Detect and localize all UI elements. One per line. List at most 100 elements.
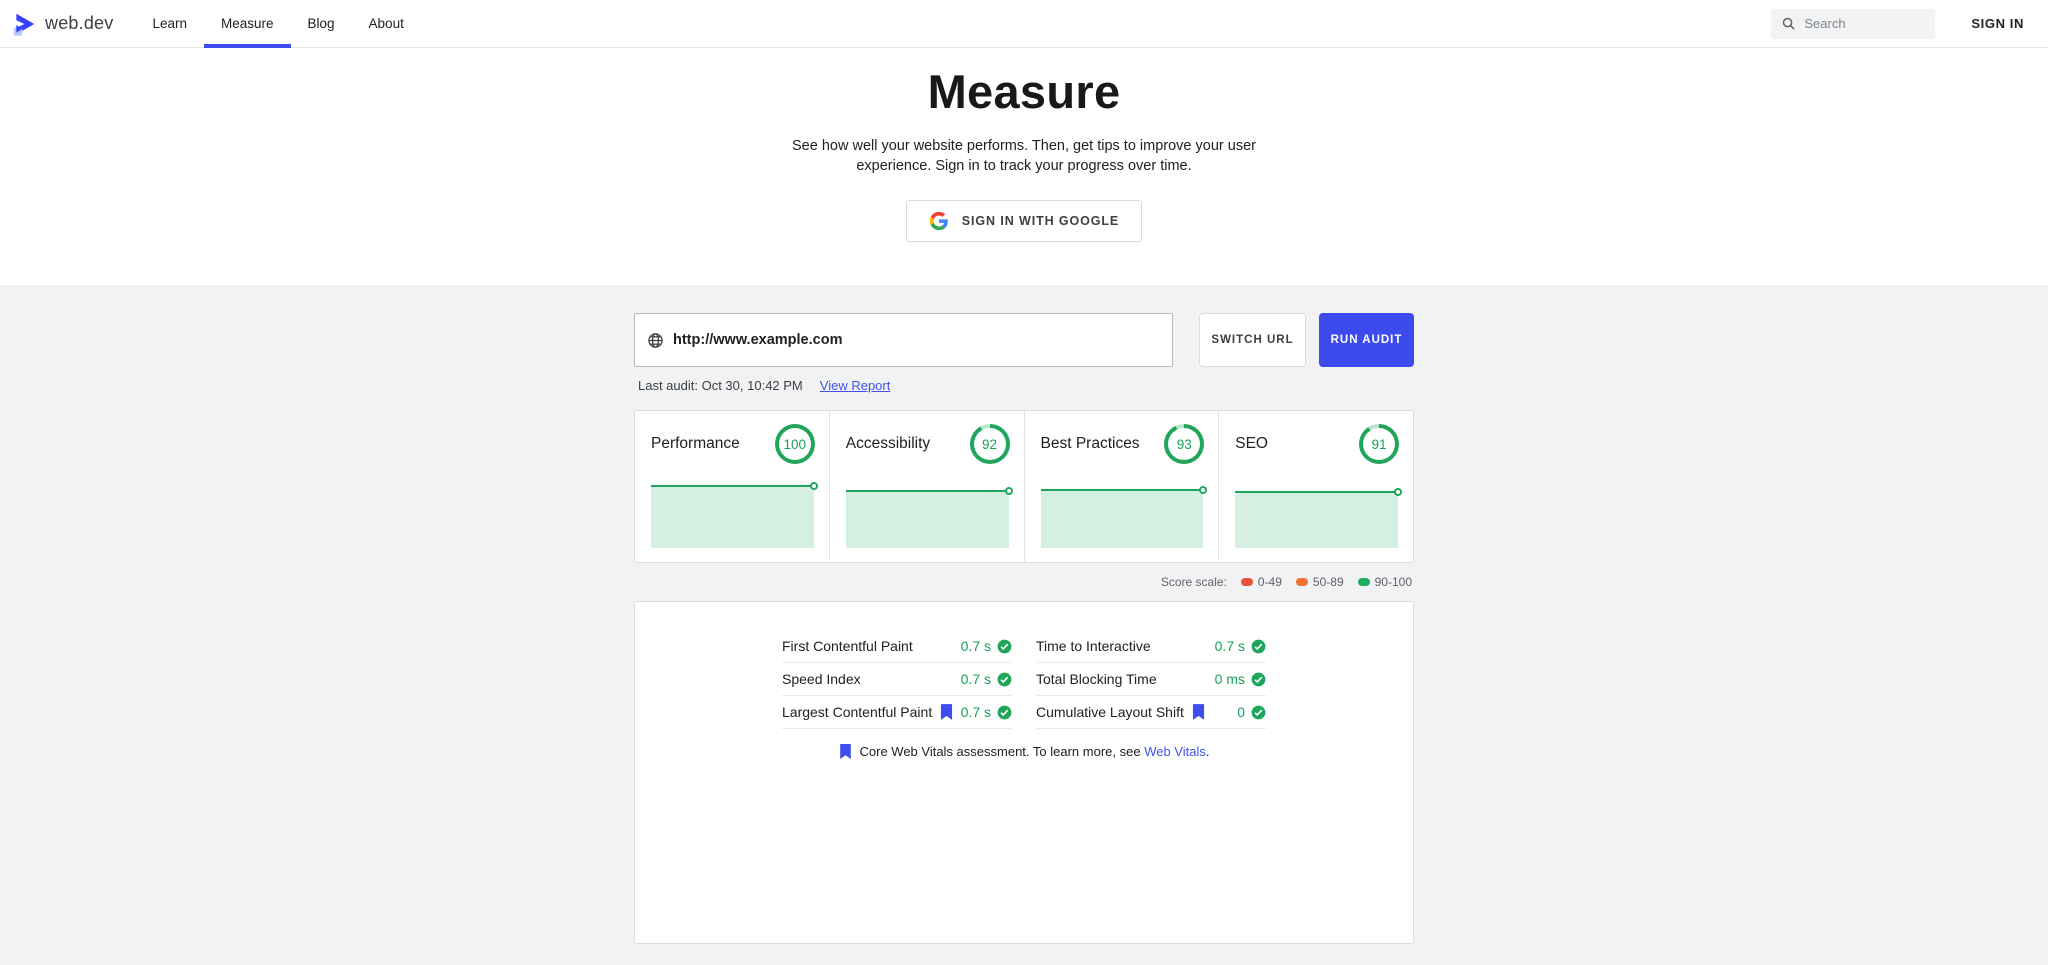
metric-value-text: 0.7 s <box>960 671 991 687</box>
metrics-column: First Contentful Paint 0.7 s Speed Index 0.… <box>782 630 1012 729</box>
metric-value-text: 0 ms <box>1214 671 1245 687</box>
metric-value-text: 0.7 s <box>1214 638 1245 654</box>
score-scale-label: Score scale: <box>1160 575 1227 589</box>
score-gauge-value: 92 <box>973 428 1006 460</box>
sparkline-point <box>1394 488 1402 496</box>
check-circle-icon <box>1251 705 1266 720</box>
metric-row-largest-contentful-paint: Largest Contentful Paint 0.7 s <box>782 696 1012 729</box>
metric-label: Speed Index <box>782 671 861 687</box>
metric-value: 0 <box>1237 704 1266 720</box>
bookmark-icon <box>1192 704 1205 720</box>
metric-row-total-blocking-time: Total Blocking Time 0 ms <box>1036 663 1266 696</box>
metric-value: 0.7 s <box>961 638 1012 654</box>
score-card-header: Best Practices 93 <box>1041 424 1205 464</box>
cwv-note-text: Core Web Vitals assessment. To learn mor… <box>859 744 1210 759</box>
core-web-vitals-note: Core Web Vitals assessment. To learn mor… <box>635 744 1413 759</box>
metric-row-speed-index: Speed Index 0.7 s <box>782 663 1012 696</box>
nav-item-blog[interactable]: Blog <box>307 16 335 31</box>
scale-dot <box>1357 578 1370 586</box>
metric-value: 0.7 s <box>961 704 1012 720</box>
metric-label: Largest Contentful Paint <box>782 704 953 720</box>
score-panel: Performance 100 Accessibility 92 Best Practi… <box>634 410 1414 563</box>
check-circle-icon <box>997 705 1012 720</box>
search-input[interactable] <box>1804 16 1926 31</box>
last-audit-text: Last audit: Oct 30, 10:42 PM <box>638 378 803 393</box>
metric-label-text: First Contentful Paint <box>782 638 913 654</box>
sparkline-area <box>651 482 818 548</box>
metric-label: Cumulative Layout Shift <box>1036 704 1205 720</box>
score-card-best-practices[interactable]: Best Practices 93 <box>1025 411 1220 562</box>
switch-url-button[interactable]: SWITCH URL <box>1199 313 1306 367</box>
scale-dot <box>1295 578 1308 586</box>
sparkline-area <box>1235 488 1402 548</box>
score-card-label: Performance <box>651 435 740 452</box>
metrics-card: First Contentful Paint 0.7 s Speed Index 0.… <box>634 601 1414 944</box>
metric-row-time-to-interactive: Time to Interactive 0.7 s <box>1036 630 1266 663</box>
url-input[interactable] <box>673 332 1160 348</box>
score-sparkline <box>1235 485 1402 548</box>
search-box[interactable] <box>1771 8 1936 39</box>
measure-section: SWITCH URL RUN AUDIT Last audit: Oct 30,… <box>0 285 2048 965</box>
metric-label-text: Cumulative Layout Shift <box>1036 704 1184 720</box>
score-gauge: 100 <box>774 424 815 464</box>
sparkline-area <box>845 487 1013 548</box>
score-card-seo[interactable]: SEO 91 <box>1219 411 1413 562</box>
metric-row-cumulative-layout-shift: Cumulative Layout Shift 0 <box>1036 696 1266 729</box>
run-audit-button[interactable]: RUN AUDIT <box>1319 313 1414 367</box>
metric-label: Time to Interactive <box>1036 638 1151 654</box>
score-sparkline <box>651 482 818 548</box>
scale-range-label: 90-100 <box>1374 575 1412 589</box>
score-card-label: SEO <box>1235 435 1268 452</box>
audit-row: SWITCH URL RUN AUDIT <box>634 313 1414 367</box>
nav-item-learn[interactable]: Learn <box>152 16 187 31</box>
score-card-label: Best Practices <box>1040 435 1140 452</box>
metric-label-text: Total Blocking Time <box>1036 671 1157 687</box>
logo-text: web.dev <box>45 13 114 33</box>
score-gauge: 92 <box>969 424 1010 464</box>
score-scale-legend: Score scale: 0-49 50-89 90-100 <box>634 575 1414 589</box>
metric-label: Total Blocking Time <box>1036 671 1157 687</box>
check-circle-icon <box>997 672 1012 687</box>
sign-in-button[interactable]: SIGN IN <box>1971 16 2024 31</box>
metric-label-text: Speed Index <box>782 671 861 687</box>
metric-value: 0.7 s <box>1215 638 1266 654</box>
sparkline-point <box>1199 486 1208 494</box>
sign-in-with-google-button[interactable]: SIGN IN WITH GOOGLE <box>905 200 1143 242</box>
url-input-box[interactable] <box>634 313 1173 367</box>
nav-item-about[interactable]: About <box>368 16 404 31</box>
metric-label: First Contentful Paint <box>782 638 913 654</box>
metric-value-text: 0.7 s <box>960 704 991 720</box>
score-gauge-value: 100 <box>778 428 811 460</box>
check-circle-icon <box>1251 672 1266 687</box>
score-card-header: Accessibility 92 <box>846 424 1010 464</box>
web-vitals-link[interactable]: Web Vitals <box>1144 744 1206 759</box>
scale-dot <box>1240 578 1253 586</box>
score-gauge: 91 <box>1359 424 1399 464</box>
webdev-logo[interactable]: web.dev <box>10 11 113 37</box>
nav-item-measure[interactable]: Measure <box>203 0 291 48</box>
metric-value: 0.7 s <box>961 671 1012 687</box>
sparkline-point <box>809 482 818 490</box>
metric-label-text: Time to Interactive <box>1036 638 1151 654</box>
scale-range-50-89: 50-89 <box>1295 575 1344 589</box>
bookmark-icon <box>839 744 852 759</box>
metric-value: 0 ms <box>1215 671 1266 687</box>
metrics-table: First Contentful Paint 0.7 s Speed Index 0.… <box>782 630 1266 729</box>
top-nav: web.dev Learn Measure Blog About SIGN IN <box>0 0 2048 48</box>
score-card-performance[interactable]: Performance 100 <box>635 411 830 562</box>
search-icon <box>1781 16 1796 31</box>
scale-range-0-49: 0-49 <box>1240 575 1282 589</box>
google-g-icon <box>929 211 949 231</box>
metric-label-text: Largest Contentful Paint <box>782 704 933 720</box>
score-gauge-value: 91 <box>1363 428 1395 460</box>
view-report-link[interactable]: View Report <box>819 378 891 393</box>
scale-range-label: 0-49 <box>1257 575 1282 589</box>
sparkline-area <box>1040 486 1208 548</box>
score-card-header: SEO 91 <box>1235 424 1399 464</box>
check-circle-icon <box>997 639 1012 654</box>
sparkline-point <box>1004 487 1013 495</box>
score-card-label: Accessibility <box>845 435 931 452</box>
score-card-accessibility[interactable]: Accessibility 92 <box>830 411 1025 562</box>
primary-nav: Learn Measure Blog About <box>135 0 420 48</box>
score-sparkline <box>845 485 1013 548</box>
